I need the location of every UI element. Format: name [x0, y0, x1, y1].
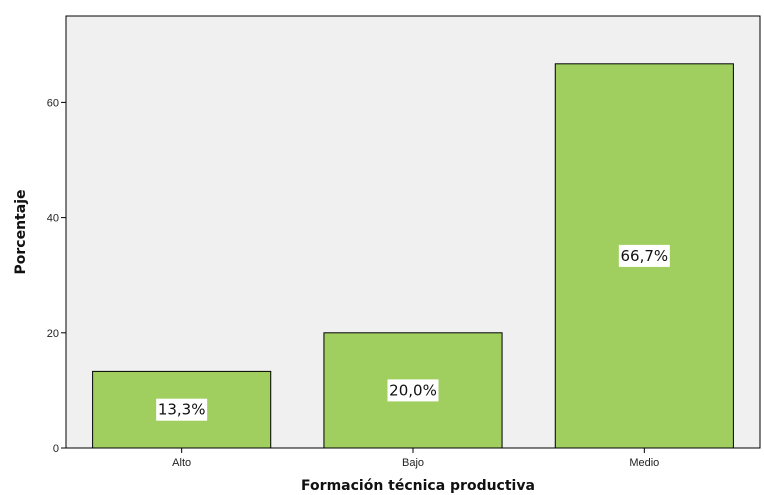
data-label-box — [156, 398, 208, 421]
data-label: 20,0% — [389, 381, 437, 399]
data-label: 13,3% — [158, 401, 206, 419]
x-axis-title: Formación técnica productiva — [301, 478, 535, 494]
x-category-label: Medio — [629, 457, 659, 469]
y-tick-label: 60 — [47, 97, 59, 109]
y-axis: 0 20 40 60 — [47, 97, 66, 455]
x-axis: Alto Bajo Medio — [172, 448, 659, 469]
y-tick-label: 40 — [47, 213, 59, 225]
x-category-label: Alto — [172, 457, 191, 469]
y-axis-title: Porcentaje — [13, 190, 29, 275]
y-tick-label: 20 — [47, 328, 59, 340]
data-label-box — [618, 244, 670, 267]
x-category-label: Bajo — [402, 457, 424, 469]
data-label: 66,7% — [621, 247, 669, 265]
y-tick-label: 0 — [53, 443, 59, 455]
data-label-box — [387, 379, 439, 402]
bars-group: 13,3% 20,0% 66,7% — [92, 63, 734, 449]
